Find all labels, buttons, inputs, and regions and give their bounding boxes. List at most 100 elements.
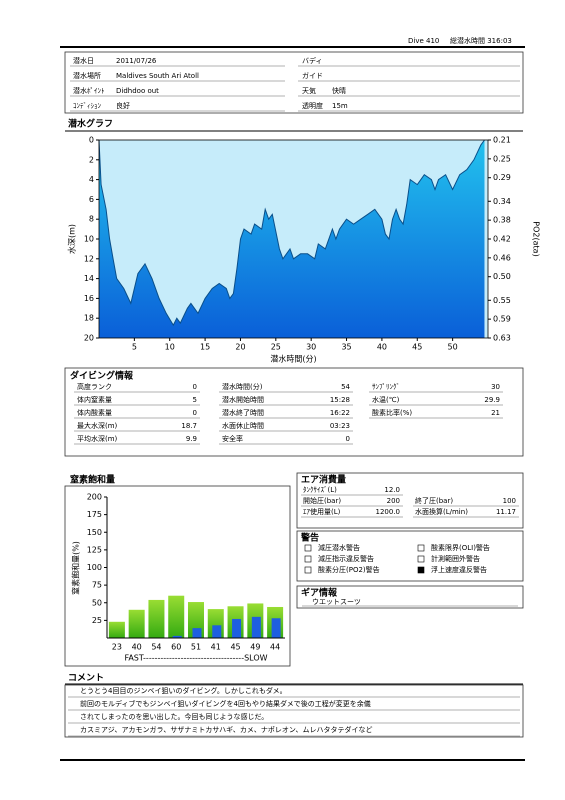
x-tick-label: 50: [448, 343, 458, 352]
warning-checkbox: [417, 544, 425, 552]
bar: [232, 618, 242, 638]
field-value: Maldives South Ari Atoll: [116, 72, 199, 80]
info-value: 0: [346, 435, 350, 443]
y-tick-label: 25: [92, 616, 102, 625]
warning-label: 計測範囲外警告: [431, 554, 480, 563]
y2-tick-label: 0.25: [493, 154, 511, 163]
x-axis-label: 潜水時間(分): [270, 354, 316, 364]
graph-title: 潜水グラフ: [68, 118, 113, 130]
air-label: 水面換算(L/min): [415, 507, 468, 516]
y-tick-label: 8: [89, 215, 94, 224]
field-label: 天気: [302, 86, 316, 95]
y-tick-label: 2: [89, 155, 94, 164]
info-label: 水温(℃): [372, 395, 400, 404]
y-tick-label: 16: [84, 294, 94, 303]
y2-tick-label: 0.42: [493, 235, 511, 244]
x-tick-label: 5: [132, 343, 137, 352]
y-tick-label: 200: [87, 493, 102, 502]
warning-label: 浮上速度違反警告: [431, 565, 487, 574]
dive-number: Dive 410: [408, 37, 439, 45]
info-value: 9.9: [186, 435, 197, 443]
comment-box: [64, 684, 524, 738]
depth-line: [98, 139, 485, 327]
warning-box: [296, 530, 524, 582]
info-value: 16:22: [330, 409, 350, 417]
air-label: ｴｱ使用量(L): [303, 507, 341, 516]
x-tick-label: 15: [200, 343, 210, 352]
warning-checkbox: [304, 544, 312, 552]
info-value: 5: [193, 396, 197, 404]
field-label: 潜水場所: [73, 71, 101, 80]
comment-title: コメント: [68, 673, 104, 684]
x-tick-label: 40: [132, 643, 142, 652]
total-time: 総潜水時間 316:03: [450, 36, 512, 45]
info-label: 潜水開始時間: [222, 395, 264, 404]
field-label: ガイド: [302, 71, 323, 80]
x-tick-label: 44: [270, 643, 280, 652]
x-tick-label: 20: [235, 343, 245, 352]
warning-checkbox: [304, 566, 312, 574]
warning-label: 減圧指示違反警告: [318, 554, 374, 563]
x-tick-label: 60: [171, 643, 181, 652]
field-label: バディ: [302, 56, 323, 65]
y2-tick-label: 0.21: [493, 136, 511, 145]
comment-line: されてしまったのを思い出した。今回も同じような感じだ。: [80, 712, 268, 721]
y-tick-label: 75: [92, 581, 102, 590]
y2-tick-label: 0.55: [493, 296, 511, 305]
warning-checkbox: [417, 555, 425, 563]
y2-tick-label: 0.63: [493, 334, 511, 343]
x-tick-label: 49: [250, 643, 260, 652]
y-tick-label: 4: [89, 175, 94, 184]
air-label: ﾀﾝｸｻｲｽﾞ(L): [303, 486, 337, 494]
warning-label: 減圧潜水警告: [318, 543, 360, 552]
x-tick-label: 23: [112, 643, 122, 652]
info-label: 体内酸素量: [77, 408, 112, 417]
info-value: 21: [491, 409, 500, 417]
x-tick-label: 54: [151, 643, 161, 652]
nitrogen-title: 窒素飽和量: [70, 474, 115, 486]
info-value: 29.9: [484, 396, 500, 404]
comment-line: 前回のモルディブでもジンベイ狙いダイビングを4回もやり結果ダメで後の工程が変更を…: [80, 699, 371, 708]
field-value: Didhdoo out: [116, 87, 159, 95]
air-box: [296, 472, 524, 529]
x-tick-label: 41: [211, 643, 221, 652]
nitrogen-box: [64, 485, 291, 667]
info-label: 安全率: [222, 434, 243, 443]
bar: [128, 609, 145, 638]
info-label: 平均水深(m): [77, 434, 118, 443]
y-tick-label: 125: [87, 545, 102, 554]
y2-axis-label: PO2(ata): [532, 221, 541, 256]
info-label: 高度ランク: [77, 382, 112, 391]
field-label: 潜水ﾎﾟｲﾝﾄ: [73, 86, 105, 95]
y-tick-label: 150: [87, 528, 102, 537]
air-label: 終了圧(bar): [415, 496, 453, 505]
dive-info-title: ダイビング情報: [70, 370, 134, 382]
info-value: 03:23: [330, 422, 350, 430]
bar: [212, 625, 222, 638]
gear-box: [296, 585, 524, 609]
y-tick-label: 175: [87, 510, 102, 519]
warning-checkbox: [304, 555, 312, 563]
info-box: [64, 51, 524, 114]
y-axis-label: 窒素飽和量(%): [71, 541, 81, 595]
y2-tick-label: 0.38: [493, 216, 511, 225]
field-value: 15m: [332, 102, 348, 110]
info-value: 30: [491, 383, 500, 391]
y-axis-label: 水深(m): [67, 224, 77, 254]
bar: [148, 599, 165, 638]
gear-title: ギア情報: [301, 587, 338, 599]
info-label: 潜水時間(分): [222, 382, 263, 391]
field-label: 透明度: [302, 101, 323, 110]
y-tick-label: 6: [89, 195, 94, 204]
depth-fill: [99, 140, 485, 338]
info-value: 15:28: [330, 396, 350, 404]
x-tick-label: 30: [306, 343, 316, 352]
info-value: 0: [193, 383, 197, 391]
field-value: 快晴: [332, 86, 346, 95]
info-label: 潜水終了時間: [222, 408, 264, 417]
bar: [108, 621, 125, 638]
comment-line: とうとう4回目のジンベイ狙いのダイビング。しかしこれもダメ。: [80, 686, 287, 695]
warning-label: 酸素分圧(PO2)警告: [318, 565, 380, 574]
y2-tick-label: 0.34: [493, 197, 511, 206]
info-value: 18.7: [181, 422, 197, 430]
